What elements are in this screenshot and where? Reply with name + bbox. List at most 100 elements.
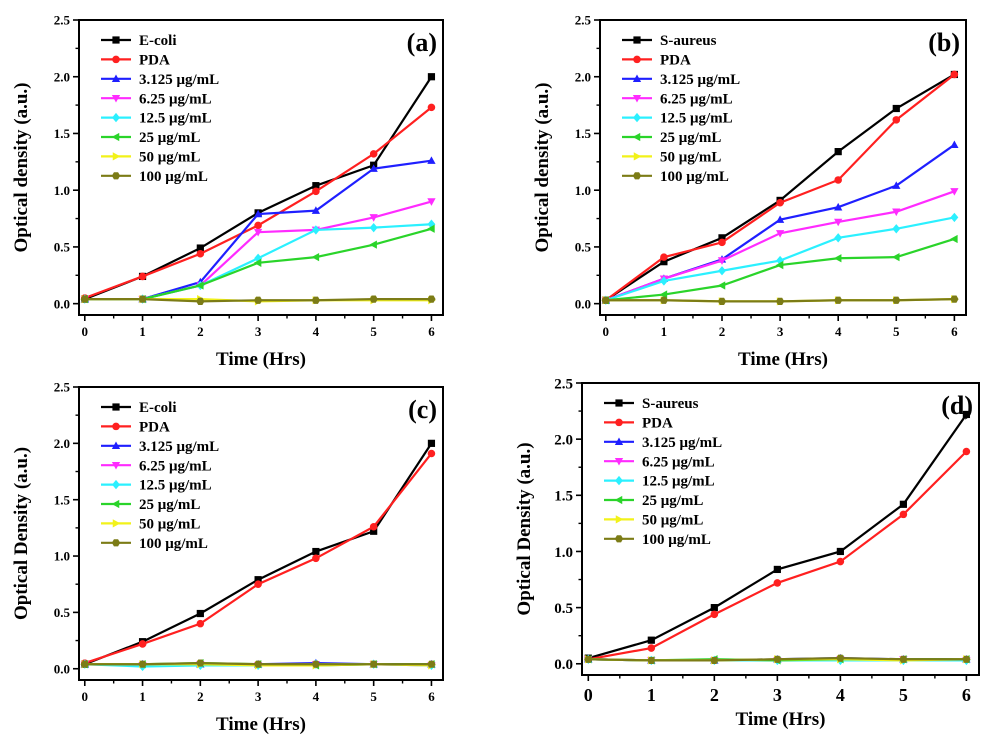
data-point [254,580,262,588]
data-point [962,410,970,419]
data-point [899,655,908,663]
plot-frame [599,19,967,316]
x-tick-label: 1 [661,324,668,339]
data-point [773,655,782,663]
legend-marker [633,55,641,64]
data-point [950,234,958,244]
legend-marker [111,539,121,547]
legend-marker [112,403,120,411]
legend-label: PDA [660,53,691,69]
data-point [892,181,901,189]
data-point [775,297,785,305]
data-point [892,116,901,124]
data-point [962,655,971,663]
legend-label: S-aureus [642,396,699,412]
x-tick-label: 0 [82,324,89,339]
x-tick-label: 0 [82,689,89,704]
legend-marker [615,418,623,427]
legend-marker [632,172,642,180]
y-tick-label: 0.0 [54,661,70,676]
data-point [253,209,263,218]
series-7 [80,295,436,305]
series-7 [601,295,959,305]
y-tick-label: 1.5 [554,489,573,505]
data-point [427,439,436,447]
data-point [427,103,436,112]
data-point [312,554,320,563]
legend-marker [111,461,121,470]
legend-marker [633,112,641,123]
x-tick-label: 3 [255,324,262,339]
x-tick-label: 2 [710,685,719,705]
legend-label: E-coli [139,33,177,49]
y-tick-label: 2.5 [54,13,71,28]
legend-marker [112,422,120,431]
data-point [892,296,901,304]
x-tick-label: 5 [370,689,377,704]
data-point [660,258,668,266]
data-point [718,234,726,242]
data-point [253,228,263,237]
legend-label: 3.125 μg/mL [660,72,740,88]
x-tick-label: 6 [962,685,971,705]
x-tick-label: 1 [647,685,656,705]
legend-marker [111,499,120,509]
panel-label: (c) [408,395,437,424]
series-1 [80,449,436,667]
data-point [138,640,147,648]
y-tick-label: 2.0 [54,436,70,451]
series-line [84,76,433,301]
legend-label: 100 μg/mL [139,536,208,552]
data-point [138,272,147,281]
legend-marker [111,441,121,450]
data-point [369,222,378,233]
x-tick-label: 0 [584,685,593,705]
legend-label: 3.125 μg/mL [139,439,219,455]
legend-label: 25 μg/mL [139,130,200,146]
data-point [834,176,842,184]
data-point [427,198,436,206]
data-point [775,215,785,223]
legend-label: 3.125 μg/mL [139,72,219,88]
legend-marker [112,479,120,490]
legend-label: 100 μg/mL [139,169,208,185]
x-tick-label: 1 [139,689,146,704]
x-tick-label: 6 [428,689,435,704]
legend-label: 12.5 μg/mL [139,478,212,494]
y-tick-label: 0.5 [554,601,573,617]
series-1 [602,70,959,305]
legend-label: 12.5 μg/mL [642,474,715,490]
legend-marker [614,495,623,505]
data-point [584,655,593,663]
data-point [196,244,204,252]
data-point [427,156,436,164]
y-tick-label: 2.5 [575,13,592,28]
data-point [254,221,262,230]
y-tick-label: 0.5 [54,240,71,255]
x-tick-label: 5 [370,324,377,339]
y-axis-label: Optical density (a.u.) [532,83,553,253]
data-point [196,281,204,290]
data-point [710,656,719,664]
legend-marker [111,132,120,142]
legend-label: PDA [642,416,673,432]
legend-label: 6.25 μg/mL [139,91,212,107]
data-point [311,206,321,214]
data-point [836,557,845,566]
legend-marker [112,152,121,161]
y-tick-label: 2.0 [575,69,591,84]
data-point [253,296,263,304]
data-point [836,654,845,662]
y-tick-label: 1.5 [575,126,592,141]
series-1 [80,103,436,302]
y-tick-label: 1.0 [575,183,591,198]
data-point [196,619,205,628]
y-tick-label: 1.0 [54,549,70,564]
legend-marker [614,535,624,543]
data-point [950,70,959,79]
x-tick-label: 5 [893,324,900,339]
data-point [253,660,263,668]
y-tick-label: 1.5 [54,126,71,141]
x-axis-label: Time (Hrs) [216,349,306,370]
data-point [312,547,320,556]
